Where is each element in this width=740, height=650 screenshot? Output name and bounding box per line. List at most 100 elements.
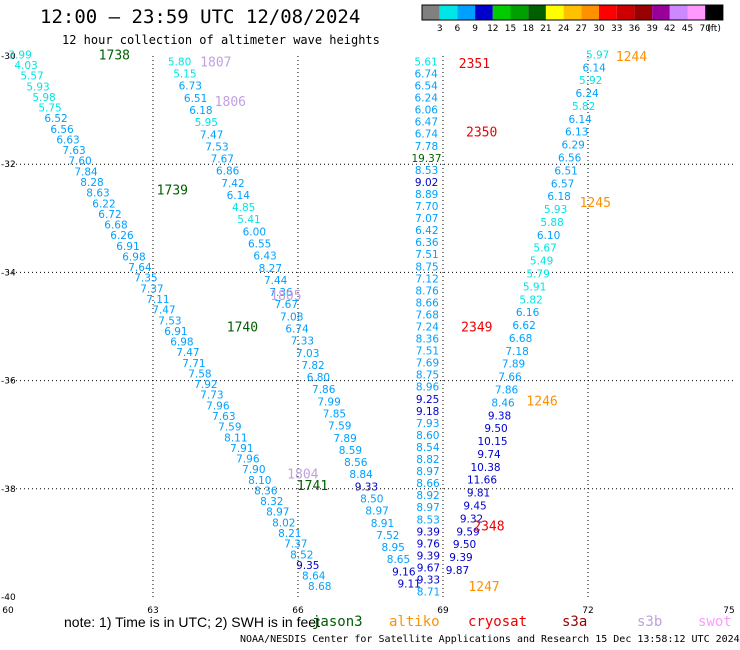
swh-value-altiko: 5.82	[572, 101, 595, 113]
swh-value-altiko: 9.74	[477, 449, 501, 461]
swh-value-jason3: 7.96	[206, 400, 230, 412]
legend-label: 6	[455, 24, 461, 34]
swh-value-jason3: 7.37	[140, 283, 163, 295]
swh-value-altiko: 9.81	[467, 488, 490, 500]
time-label-altiko: 1247	[468, 580, 499, 595]
swh-value-jason3: 5.98	[32, 92, 55, 104]
legend-swatch	[528, 5, 546, 20]
time-label-cryosat: 2350	[466, 126, 497, 141]
time-label-altiko: 1246	[526, 395, 557, 410]
swh-value-altiko: 5.88	[540, 217, 563, 229]
legend-label: (ft)	[707, 24, 721, 34]
swh-value-s3b: 8.65	[387, 554, 410, 566]
swh-value-jason3: 6.22	[92, 198, 115, 210]
swh-value-s3b: 8.95	[381, 542, 404, 554]
swh-value-s3b: 7.08	[280, 311, 303, 323]
swh-value-s3b: 6.14	[227, 190, 251, 202]
time-label-jason3: 1738	[99, 48, 130, 63]
lon-tick-label: 60	[2, 606, 14, 616]
swh-value-s3b: 6.86	[216, 166, 240, 178]
swh-value-jason3: 7.47	[152, 305, 175, 317]
swh-value-jason3: 6.91	[116, 241, 139, 253]
swh-value-altiko: 9.50	[453, 539, 476, 551]
swh-value-cryosat: 6.42	[415, 225, 438, 237]
swh-value-altiko: 9.50	[484, 423, 507, 435]
swh-value-cryosat: 6.36	[415, 237, 439, 249]
time-label-s3b: 1804	[287, 468, 318, 483]
swh-value-altiko: 5.97	[586, 49, 609, 61]
legend-label: 3	[437, 24, 443, 34]
legend-label: 24	[558, 24, 570, 34]
swh-value-s3b: 8.50	[360, 493, 383, 505]
swh-value-s3b: 7.99	[317, 396, 340, 408]
swh-value-s3b: 7.36	[269, 287, 293, 299]
swh-value-jason3: 7.73	[200, 390, 223, 402]
swh-value-altiko: 6.51	[554, 165, 577, 177]
swh-value-altiko: 7.89	[502, 359, 525, 371]
lon-tick-label: 75	[723, 606, 734, 616]
satellite-cryosat: cryosat	[468, 614, 528, 630]
swh-value-cryosat: 7.24	[416, 322, 440, 334]
swh-value-cryosat: 7.93	[416, 418, 439, 430]
swh-value-jason3: 7.63	[212, 411, 235, 423]
legend-swatch	[492, 5, 511, 20]
time-label-cryosat: 2348	[473, 520, 504, 535]
legend-label: 18	[522, 24, 534, 34]
legend-swatch	[634, 5, 653, 20]
page-subtitle: 12 hour collection of altimeter wave hei…	[62, 33, 380, 47]
swh-value-cryosat: 8.89	[415, 189, 438, 201]
swh-value-altiko: 5.93	[544, 204, 567, 216]
swh-value-altiko: 7.86	[495, 384, 519, 396]
legend-label: 45	[682, 24, 693, 34]
swh-value-s3b: 7.03	[296, 348, 319, 360]
swh-value-altiko: 11.66	[467, 475, 497, 487]
swh-value-altiko: 9.87	[446, 565, 469, 577]
legend-swatch	[475, 5, 493, 20]
legend-swatch	[545, 5, 564, 20]
legend-label: 12	[487, 24, 498, 34]
swh-value-s3b: 5.15	[173, 69, 196, 81]
swh-value-cryosat: 8.53	[416, 514, 439, 526]
legend-frame	[421, 4, 724, 21]
swh-value-s3b: 7.67	[275, 299, 298, 311]
swh-value-cryosat: 6.74	[414, 68, 438, 80]
swh-value-jason3: 7.64	[128, 262, 152, 274]
legend-label: 36	[629, 24, 641, 34]
swh-value-s3b: 8.27	[259, 263, 282, 275]
swh-value-jason3: 8.02	[272, 517, 295, 529]
swh-value-cryosat: 7.70	[415, 201, 438, 213]
legend-swatch	[581, 5, 599, 20]
swh-value-jason3: 8.32	[260, 496, 283, 508]
lat-tick-label: -30	[1, 52, 16, 62]
lat-tick-label: -40	[1, 593, 16, 603]
swh-value-jason3: 7.84	[74, 166, 98, 178]
swh-value-jason3: 8.28	[80, 177, 103, 189]
swh-value-cryosat: 8.97	[416, 466, 439, 478]
swh-value-altiko: 8.46	[491, 397, 515, 409]
swh-value-altiko: 9.45	[463, 501, 486, 513]
time-label-altiko: 1245	[580, 196, 611, 211]
time-label-jason3: 1740	[227, 321, 258, 336]
swh-value-jason3: 7.35	[134, 273, 157, 285]
swh-value-jason3: 8.97	[266, 507, 289, 519]
swh-value-cryosat: 8.66	[415, 297, 439, 309]
swh-value-s3b: 6.51	[184, 93, 207, 105]
legend-label: 39	[646, 24, 658, 34]
swh-value-s3b: 6.73	[179, 81, 202, 93]
swh-value-jason3: 7.63	[62, 145, 85, 157]
swh-value-s3b: 7.59	[328, 421, 351, 433]
swh-value-cryosat: 8.54	[416, 442, 440, 454]
swh-value-s3b: 7.67	[211, 154, 234, 166]
lon-tick-label: 66	[292, 606, 304, 616]
legend-swatch	[510, 5, 529, 20]
swh-value-cryosat: 6.06	[415, 105, 439, 117]
swh-value-s3b: 8.84	[349, 469, 373, 481]
swh-value-altiko: 9.39	[449, 552, 472, 564]
swh-value-jason3: 6.52	[44, 113, 67, 125]
swh-value-altiko: 6.18	[547, 191, 570, 203]
legend-swatch	[599, 5, 617, 20]
swh-value-jason3: 7.11	[146, 294, 169, 306]
swh-value-jason3: 6.72	[98, 209, 121, 221]
swh-value-jason3: 8.64	[302, 571, 326, 583]
swh-value-cryosat: 9.25	[416, 394, 439, 406]
